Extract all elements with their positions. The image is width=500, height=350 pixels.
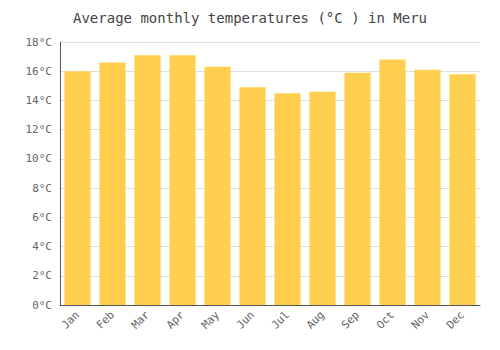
svg-text:16°C: 16°C xyxy=(26,65,53,78)
svg-text:6°C: 6°C xyxy=(32,211,52,224)
svg-text:Feb: Feb xyxy=(94,308,117,331)
svg-text:Apr: Apr xyxy=(164,308,187,331)
svg-text:Sep: Sep xyxy=(339,308,362,331)
svg-text:2°C: 2°C xyxy=(32,269,52,282)
svg-text:Oct: Oct xyxy=(374,308,397,331)
svg-text:Aug: Aug xyxy=(304,308,327,331)
svg-text:12°C: 12°C xyxy=(26,123,53,136)
svg-text:May: May xyxy=(199,308,222,331)
svg-text:8°C: 8°C xyxy=(32,182,52,195)
svg-text:Mar: Mar xyxy=(129,308,152,331)
svg-text:Jul: Jul xyxy=(269,308,292,331)
svg-text:14°C: 14°C xyxy=(26,94,53,107)
svg-text:18°C: 18°C xyxy=(26,36,53,49)
svg-text:10°C: 10°C xyxy=(26,152,53,165)
svg-text:4°C: 4°C xyxy=(32,240,52,253)
svg-text:0°C: 0°C xyxy=(32,299,52,312)
svg-text:Average monthly temperatures (: Average monthly temperatures (°C ) in Me… xyxy=(73,10,427,26)
svg-text:Jun: Jun xyxy=(234,308,257,331)
svg-text:Nov: Nov xyxy=(409,308,432,331)
svg-text:Dec: Dec xyxy=(444,308,467,331)
svg-text:Jan: Jan xyxy=(59,308,82,331)
